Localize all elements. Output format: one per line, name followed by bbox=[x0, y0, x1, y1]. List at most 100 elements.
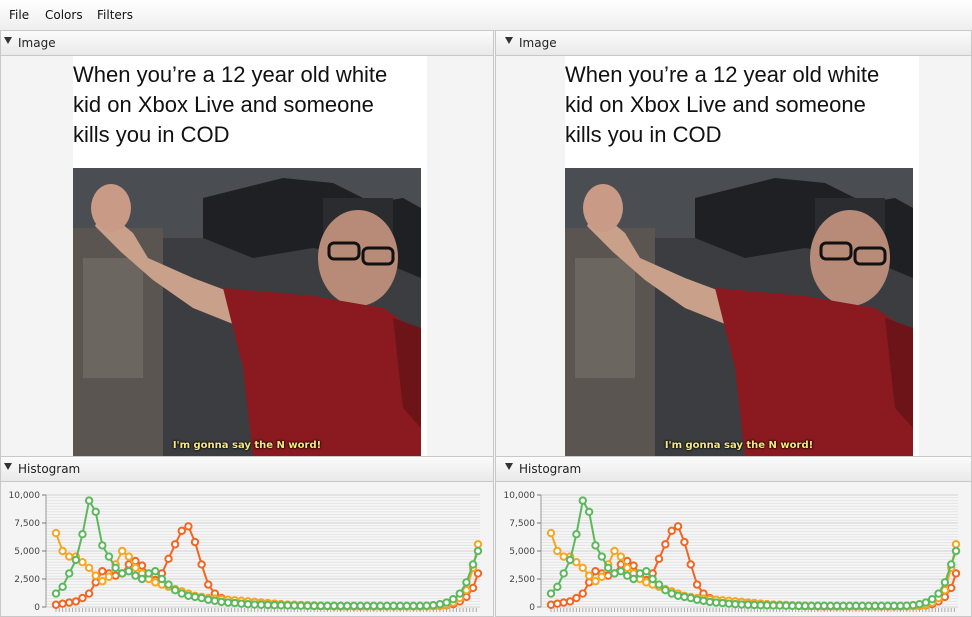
data-point bbox=[623, 571, 632, 580]
data-point bbox=[58, 582, 67, 592]
data-point bbox=[131, 563, 140, 573]
left-image-pane-header[interactable]: Image bbox=[1, 31, 493, 56]
right-image-pane-header[interactable]: Image bbox=[496, 31, 971, 56]
data-point bbox=[111, 571, 120, 580]
data-point bbox=[402, 601, 412, 611]
data-point bbox=[111, 563, 120, 573]
data-point bbox=[597, 572, 607, 581]
data-point bbox=[210, 596, 220, 606]
data-point bbox=[78, 530, 87, 539]
data-point bbox=[98, 541, 107, 550]
meme-subtitle: I'm gonna say the N word! bbox=[664, 440, 814, 451]
data-point bbox=[376, 601, 385, 611]
data-point bbox=[686, 560, 695, 569]
data-point bbox=[435, 600, 445, 609]
data-point bbox=[336, 601, 345, 611]
meme-photo-graphic bbox=[73, 168, 421, 456]
grid-lines bbox=[46, 494, 480, 608]
data-point bbox=[667, 526, 676, 536]
data-point bbox=[546, 589, 556, 598]
data-point bbox=[290, 601, 299, 610]
right-histogram-pane-title: Histogram bbox=[519, 462, 582, 476]
meme-image: When you’re a 12 year old white kid on X… bbox=[73, 56, 427, 456]
data-point bbox=[270, 601, 279, 610]
data-point bbox=[591, 577, 600, 586]
data-point bbox=[940, 578, 950, 587]
menu-file[interactable]: File bbox=[9, 8, 30, 22]
data-point bbox=[462, 592, 471, 602]
data-point bbox=[78, 558, 87, 567]
data-point bbox=[572, 530, 581, 539]
data-point bbox=[137, 574, 147, 584]
meme-image: When you’re a 12 year old white kid on X… bbox=[565, 56, 919, 456]
menu-bar: File Colors Filters bbox=[0, 0, 972, 31]
data-point bbox=[78, 593, 87, 603]
data-point bbox=[71, 555, 81, 565]
menu-filters[interactable]: Filters bbox=[97, 8, 133, 22]
data-point bbox=[468, 583, 478, 593]
data-point bbox=[591, 541, 600, 550]
data-point bbox=[131, 571, 140, 580]
data-point bbox=[51, 589, 61, 598]
data-point bbox=[71, 597, 81, 606]
y-tick-label: 7,500 bbox=[509, 519, 535, 529]
data-point bbox=[462, 578, 471, 587]
right-histogram-pane-header[interactable]: Histogram bbox=[496, 457, 971, 482]
data-point bbox=[65, 552, 74, 561]
data-point bbox=[343, 601, 352, 611]
data-point bbox=[429, 601, 438, 610]
data-point bbox=[58, 546, 67, 556]
data-point bbox=[661, 540, 670, 549]
data-point bbox=[553, 582, 562, 592]
data-point bbox=[223, 598, 233, 607]
left-image-pane: Image When you’re a 12 year old white ki… bbox=[0, 30, 494, 457]
right-histogram-pane: Histogram 0 2,500 5,000 7,500 10,000 bbox=[495, 456, 972, 617]
data-point bbox=[584, 578, 594, 587]
data-point bbox=[144, 569, 153, 578]
collapse-arrow-icon[interactable] bbox=[505, 37, 513, 44]
data-point bbox=[654, 580, 664, 589]
data-point bbox=[204, 595, 213, 604]
collapse-arrow-icon[interactable] bbox=[4, 37, 12, 44]
data-point bbox=[680, 592, 689, 602]
data-point bbox=[553, 599, 562, 608]
data-point bbox=[323, 601, 332, 611]
data-point bbox=[276, 601, 286, 610]
left-image-pane-title: Image bbox=[18, 36, 56, 50]
data-point bbox=[164, 580, 173, 589]
data-point bbox=[584, 571, 594, 580]
data-point bbox=[951, 569, 961, 578]
data-point bbox=[124, 552, 134, 561]
data-point bbox=[137, 561, 147, 570]
data-point bbox=[177, 526, 186, 536]
data-point bbox=[462, 586, 471, 595]
data-point bbox=[603, 563, 613, 573]
collapse-arrow-icon[interactable] bbox=[4, 463, 12, 470]
collapse-arrow-icon[interactable] bbox=[505, 463, 513, 470]
data-point bbox=[316, 601, 325, 611]
data-point bbox=[117, 569, 127, 578]
left-histogram-pane-header[interactable]: Histogram bbox=[1, 457, 493, 482]
meme-photo: I'm gonna say the N word! bbox=[565, 168, 913, 456]
data-point bbox=[329, 601, 339, 611]
data-point bbox=[673, 522, 683, 531]
data-point bbox=[473, 546, 483, 556]
data-point bbox=[699, 596, 708, 606]
y-tick-label: 10,000 bbox=[504, 491, 536, 501]
y-tick-label: 0 bbox=[529, 603, 535, 613]
data-point bbox=[362, 601, 372, 611]
data-point bbox=[184, 591, 193, 601]
data-point bbox=[940, 586, 950, 595]
data-point bbox=[629, 574, 638, 584]
data-point bbox=[616, 566, 626, 576]
data-point bbox=[559, 598, 568, 607]
data-point bbox=[578, 563, 587, 573]
series-green bbox=[51, 496, 483, 611]
menu-colors[interactable]: Colors bbox=[45, 8, 83, 22]
y-tick-label: 0 bbox=[34, 603, 40, 613]
left-histogram-pane: Histogram 0 2,500 5,000 7,500 10,000 bbox=[0, 456, 494, 617]
right-image-pane-title: Image bbox=[519, 36, 557, 50]
y-tick-label: 7,500 bbox=[14, 519, 40, 529]
y-tick-label: 2,500 bbox=[509, 575, 535, 585]
data-point bbox=[51, 528, 61, 538]
